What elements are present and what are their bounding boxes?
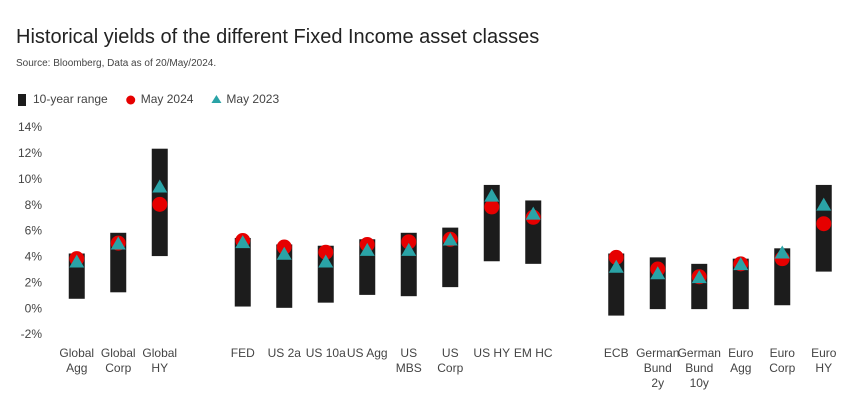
legend-label: 10-year range — [33, 92, 108, 106]
marker-triangle — [235, 235, 251, 249]
marker-triangle — [442, 232, 458, 246]
range-bar — [400, 232, 417, 297]
marker-triangle — [69, 254, 85, 268]
marker-triangle — [608, 259, 624, 273]
marker-triangle — [774, 245, 790, 259]
marker-triangle — [650, 266, 666, 280]
marker-triangle — [691, 270, 707, 284]
marker-circle — [816, 216, 832, 232]
chart-subtitle: Source: Bloomberg, Data as of 20/May/202… — [16, 58, 217, 69]
x-tick-label: US Agg — [346, 346, 388, 360]
marker-triangle — [359, 242, 375, 256]
marker-circle — [608, 249, 624, 265]
y-tick-label: 0% — [25, 301, 43, 315]
range-bar — [276, 244, 293, 308]
marker-circle — [318, 244, 334, 260]
marker-triangle — [276, 246, 292, 260]
y-tick-label: 10% — [18, 172, 42, 186]
marker-circle — [152, 196, 168, 212]
y-tick-label: 2% — [25, 275, 43, 289]
marker-circle — [484, 199, 500, 215]
marker-triangle — [152, 179, 168, 193]
x-tick-label: US 2a — [267, 346, 301, 360]
x-tick-label: EM HC — [513, 346, 553, 360]
marker-triangle — [401, 242, 417, 256]
x-tick-label: US Corp — [437, 346, 464, 375]
marker-triangle — [816, 197, 832, 211]
y-tick-label: 8% — [25, 198, 43, 212]
marker-triangle — [110, 236, 126, 250]
x-tick-label: ECB — [603, 346, 629, 360]
marker-triangle — [318, 254, 334, 268]
x-tick-label: US HY — [473, 346, 511, 360]
y-tick-label: -2% — [21, 327, 43, 341]
y-tick-label: 6% — [25, 224, 43, 238]
chart-title: Historical yields of the different Fixed… — [16, 26, 540, 48]
x-tick-label: Euro Corp — [769, 346, 796, 375]
x-tick-label: Global HY — [142, 346, 178, 375]
x-tick-label: German Bund 2y — [636, 346, 680, 390]
x-tick-label: FED — [230, 346, 255, 360]
legend-label: May 2023 — [226, 92, 279, 106]
legend-swatch — [126, 95, 136, 105]
marker-circle — [401, 234, 417, 250]
legend-swatch — [18, 94, 26, 106]
x-tick-label: Global Agg — [59, 346, 95, 375]
legend-swatch — [211, 95, 222, 103]
y-tick-label: 4% — [25, 250, 43, 264]
x-tick-label: German Bund 10y — [677, 346, 721, 390]
marker-triangle — [484, 188, 500, 202]
range-bar — [732, 258, 749, 310]
legend-label: May 2024 — [141, 92, 194, 106]
range-bar — [234, 237, 251, 307]
range-bar — [317, 245, 334, 303]
y-tick-label: 14% — [18, 120, 42, 134]
x-tick-label: US MBS — [395, 346, 422, 375]
y-tick-label: 12% — [18, 146, 42, 160]
marker-triangle — [525, 206, 541, 220]
x-tick-label: Euro HY — [811, 346, 837, 375]
marker-triangle — [733, 257, 749, 271]
x-tick-label: Euro Agg — [728, 346, 754, 375]
x-tick-label: US 10a — [305, 346, 346, 360]
x-tick-label: Global Corp — [100, 346, 136, 375]
